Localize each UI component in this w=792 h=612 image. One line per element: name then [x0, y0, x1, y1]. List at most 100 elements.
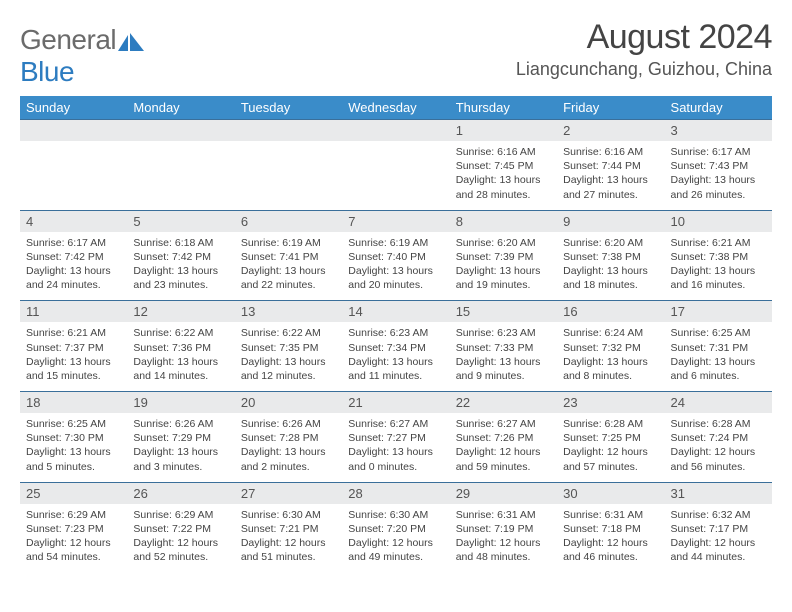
- calendar-cell: 10Sunrise: 6:21 AMSunset: 7:38 PMDayligh…: [665, 210, 772, 301]
- calendar-cell: 22Sunrise: 6:27 AMSunset: 7:26 PMDayligh…: [450, 392, 557, 483]
- sunrise-line: Sunrise: 6:31 AM: [456, 508, 551, 522]
- sunset-line: Sunset: 7:44 PM: [563, 159, 658, 173]
- sunrise-line: Sunrise: 6:27 AM: [456, 417, 551, 431]
- daylight-line: Daylight: 13 hours and 19 minutes.: [456, 264, 551, 292]
- sunset-line: Sunset: 7:27 PM: [348, 431, 443, 445]
- sunrise-line: Sunrise: 6:28 AM: [563, 417, 658, 431]
- day-body: Sunrise: 6:17 AMSunset: 7:42 PMDaylight:…: [20, 232, 127, 301]
- sunrise-line: Sunrise: 6:27 AM: [348, 417, 443, 431]
- daylight-line: Daylight: 13 hours and 8 minutes.: [563, 355, 658, 383]
- day-body: Sunrise: 6:25 AMSunset: 7:31 PMDaylight:…: [665, 322, 772, 391]
- calendar-cell: [20, 120, 127, 211]
- day-number: 6: [235, 211, 342, 232]
- sunset-line: Sunset: 7:23 PM: [26, 522, 121, 536]
- day-number: 7: [342, 211, 449, 232]
- sunrise-line: Sunrise: 6:20 AM: [456, 236, 551, 250]
- day-number: 1: [450, 120, 557, 141]
- day-body: Sunrise: 6:30 AMSunset: 7:21 PMDaylight:…: [235, 504, 342, 573]
- daylight-line: Daylight: 12 hours and 46 minutes.: [563, 536, 658, 564]
- day-body: Sunrise: 6:27 AMSunset: 7:27 PMDaylight:…: [342, 413, 449, 482]
- calendar-cell: 21Sunrise: 6:27 AMSunset: 7:27 PMDayligh…: [342, 392, 449, 483]
- calendar-cell: 11Sunrise: 6:21 AMSunset: 7:37 PMDayligh…: [20, 301, 127, 392]
- sunrise-line: Sunrise: 6:21 AM: [26, 326, 121, 340]
- daylight-line: Daylight: 13 hours and 27 minutes.: [563, 173, 658, 201]
- daylight-line: Daylight: 13 hours and 14 minutes.: [133, 355, 228, 383]
- daylight-line: Daylight: 13 hours and 2 minutes.: [241, 445, 336, 473]
- day-number: 10: [665, 211, 772, 232]
- month-title: August 2024: [516, 18, 772, 57]
- sunrise-line: Sunrise: 6:19 AM: [348, 236, 443, 250]
- day-number: 29: [450, 483, 557, 504]
- calendar-cell: 15Sunrise: 6:23 AMSunset: 7:33 PMDayligh…: [450, 301, 557, 392]
- day-body: Sunrise: 6:28 AMSunset: 7:24 PMDaylight:…: [665, 413, 772, 482]
- empty-day-body: [342, 141, 449, 203]
- daylight-line: Daylight: 13 hours and 15 minutes.: [26, 355, 121, 383]
- sunrise-line: Sunrise: 6:31 AM: [563, 508, 658, 522]
- sunset-line: Sunset: 7:31 PM: [671, 341, 766, 355]
- day-number: 28: [342, 483, 449, 504]
- day-body: Sunrise: 6:16 AMSunset: 7:44 PMDaylight:…: [557, 141, 664, 210]
- daylight-line: Daylight: 12 hours and 44 minutes.: [671, 536, 766, 564]
- calendar-cell: [342, 120, 449, 211]
- calendar-cell: 27Sunrise: 6:30 AMSunset: 7:21 PMDayligh…: [235, 482, 342, 572]
- sunset-line: Sunset: 7:19 PM: [456, 522, 551, 536]
- day-body: Sunrise: 6:31 AMSunset: 7:18 PMDaylight:…: [557, 504, 664, 573]
- calendar-body: 1Sunrise: 6:16 AMSunset: 7:45 PMDaylight…: [20, 120, 772, 573]
- calendar-cell: 19Sunrise: 6:26 AMSunset: 7:29 PMDayligh…: [127, 392, 234, 483]
- calendar-cell: 4Sunrise: 6:17 AMSunset: 7:42 PMDaylight…: [20, 210, 127, 301]
- sunset-line: Sunset: 7:34 PM: [348, 341, 443, 355]
- calendar-cell: 6Sunrise: 6:19 AMSunset: 7:41 PMDaylight…: [235, 210, 342, 301]
- day-number: 9: [557, 211, 664, 232]
- calendar-cell: 9Sunrise: 6:20 AMSunset: 7:38 PMDaylight…: [557, 210, 664, 301]
- day-number: 3: [665, 120, 772, 141]
- day-body: Sunrise: 6:17 AMSunset: 7:43 PMDaylight:…: [665, 141, 772, 210]
- calendar-cell: 18Sunrise: 6:25 AMSunset: 7:30 PMDayligh…: [20, 392, 127, 483]
- daylight-line: Daylight: 13 hours and 11 minutes.: [348, 355, 443, 383]
- day-body: Sunrise: 6:25 AMSunset: 7:30 PMDaylight:…: [20, 413, 127, 482]
- sunrise-line: Sunrise: 6:30 AM: [348, 508, 443, 522]
- empty-day-body: [20, 141, 127, 203]
- day-number: 20: [235, 392, 342, 413]
- calendar-week-row: 4Sunrise: 6:17 AMSunset: 7:42 PMDaylight…: [20, 210, 772, 301]
- calendar-cell: 16Sunrise: 6:24 AMSunset: 7:32 PMDayligh…: [557, 301, 664, 392]
- calendar-cell: [127, 120, 234, 211]
- sunset-line: Sunset: 7:40 PM: [348, 250, 443, 264]
- sunset-line: Sunset: 7:32 PM: [563, 341, 658, 355]
- sunset-line: Sunset: 7:36 PM: [133, 341, 228, 355]
- day-body: Sunrise: 6:23 AMSunset: 7:34 PMDaylight:…: [342, 322, 449, 391]
- day-body: Sunrise: 6:26 AMSunset: 7:28 PMDaylight:…: [235, 413, 342, 482]
- day-number: 30: [557, 483, 664, 504]
- logo: GeneralBlue: [20, 24, 144, 88]
- daylight-line: Daylight: 12 hours and 48 minutes.: [456, 536, 551, 564]
- sunset-line: Sunset: 7:26 PM: [456, 431, 551, 445]
- day-number: 15: [450, 301, 557, 322]
- sunset-line: Sunset: 7:38 PM: [671, 250, 766, 264]
- day-body: Sunrise: 6:30 AMSunset: 7:20 PMDaylight:…: [342, 504, 449, 573]
- day-body: Sunrise: 6:22 AMSunset: 7:35 PMDaylight:…: [235, 322, 342, 391]
- sunrise-line: Sunrise: 6:26 AM: [241, 417, 336, 431]
- day-number: 5: [127, 211, 234, 232]
- day-body: Sunrise: 6:26 AMSunset: 7:29 PMDaylight:…: [127, 413, 234, 482]
- day-body: Sunrise: 6:19 AMSunset: 7:41 PMDaylight:…: [235, 232, 342, 301]
- day-body: Sunrise: 6:31 AMSunset: 7:19 PMDaylight:…: [450, 504, 557, 573]
- empty-day-number: [20, 120, 127, 141]
- weekday-sunday: Sunday: [20, 96, 127, 120]
- daylight-line: Daylight: 13 hours and 5 minutes.: [26, 445, 121, 473]
- header: GeneralBlue August 2024 Liangcunchang, G…: [20, 18, 772, 88]
- calendar-cell: 20Sunrise: 6:26 AMSunset: 7:28 PMDayligh…: [235, 392, 342, 483]
- sunset-line: Sunset: 7:33 PM: [456, 341, 551, 355]
- calendar-cell: 1Sunrise: 6:16 AMSunset: 7:45 PMDaylight…: [450, 120, 557, 211]
- empty-day-body: [235, 141, 342, 203]
- daylight-line: Daylight: 12 hours and 56 minutes.: [671, 445, 766, 473]
- calendar-cell: 29Sunrise: 6:31 AMSunset: 7:19 PMDayligh…: [450, 482, 557, 572]
- daylight-line: Daylight: 13 hours and 23 minutes.: [133, 264, 228, 292]
- daylight-line: Daylight: 13 hours and 26 minutes.: [671, 173, 766, 201]
- weekday-thursday: Thursday: [450, 96, 557, 120]
- day-body: Sunrise: 6:28 AMSunset: 7:25 PMDaylight:…: [557, 413, 664, 482]
- calendar-table: Sunday Monday Tuesday Wednesday Thursday…: [20, 96, 772, 572]
- daylight-line: Daylight: 12 hours and 52 minutes.: [133, 536, 228, 564]
- sunset-line: Sunset: 7:18 PM: [563, 522, 658, 536]
- sunrise-line: Sunrise: 6:32 AM: [671, 508, 766, 522]
- sunrise-line: Sunrise: 6:25 AM: [671, 326, 766, 340]
- day-number: 4: [20, 211, 127, 232]
